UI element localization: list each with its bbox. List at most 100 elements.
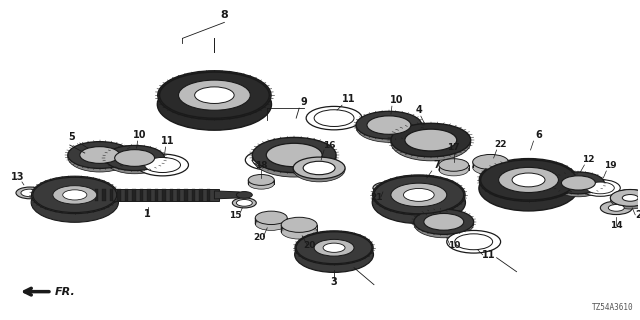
Ellipse shape (303, 161, 335, 175)
Ellipse shape (195, 87, 234, 103)
Text: 11: 11 (161, 136, 174, 146)
Text: 20: 20 (253, 233, 266, 242)
Bar (109, 189, 113, 201)
Bar (75, 189, 220, 201)
Ellipse shape (479, 166, 578, 211)
Ellipse shape (391, 124, 470, 161)
Bar (125, 189, 128, 201)
Bar (95, 189, 98, 201)
Ellipse shape (159, 72, 269, 118)
Ellipse shape (157, 79, 271, 130)
Ellipse shape (403, 188, 434, 201)
Bar (140, 189, 143, 201)
Ellipse shape (179, 80, 250, 110)
Ellipse shape (281, 224, 317, 239)
Text: 1: 1 (144, 209, 151, 219)
Ellipse shape (372, 181, 465, 224)
Ellipse shape (294, 236, 374, 272)
Bar (170, 189, 173, 201)
Ellipse shape (499, 167, 559, 193)
Ellipse shape (391, 123, 470, 157)
Ellipse shape (306, 106, 362, 130)
Ellipse shape (608, 204, 624, 211)
Text: 18: 18 (255, 161, 268, 170)
Ellipse shape (248, 178, 274, 189)
Bar (87, 189, 91, 201)
Text: 14: 14 (610, 221, 623, 230)
Ellipse shape (512, 173, 545, 187)
Ellipse shape (580, 180, 620, 196)
Ellipse shape (145, 157, 180, 172)
Ellipse shape (31, 183, 118, 222)
Ellipse shape (374, 176, 464, 214)
Ellipse shape (232, 198, 256, 208)
Ellipse shape (248, 174, 274, 185)
Ellipse shape (552, 172, 604, 197)
Ellipse shape (255, 217, 287, 230)
Ellipse shape (479, 159, 578, 201)
Text: 3: 3 (331, 277, 337, 287)
Bar (155, 189, 158, 201)
Text: 10: 10 (133, 130, 147, 140)
Ellipse shape (439, 159, 468, 171)
Text: 13: 13 (12, 172, 25, 182)
Bar (200, 189, 203, 201)
Text: 5: 5 (68, 132, 75, 142)
Ellipse shape (158, 71, 271, 120)
Text: TZ54A3610: TZ54A3610 (591, 303, 633, 312)
Text: 19: 19 (604, 161, 616, 170)
Ellipse shape (115, 150, 155, 166)
Ellipse shape (80, 147, 120, 164)
Ellipse shape (405, 129, 457, 151)
Bar (162, 189, 166, 201)
Ellipse shape (236, 192, 252, 198)
Ellipse shape (236, 200, 252, 206)
Text: 11: 11 (342, 94, 356, 104)
Ellipse shape (314, 239, 354, 256)
Ellipse shape (367, 116, 411, 134)
Ellipse shape (31, 176, 118, 214)
Text: 12: 12 (582, 155, 595, 164)
Ellipse shape (252, 137, 336, 172)
Bar (102, 189, 106, 201)
Ellipse shape (611, 189, 640, 206)
Ellipse shape (356, 111, 422, 139)
Ellipse shape (255, 211, 287, 225)
Text: 10: 10 (447, 241, 460, 250)
Ellipse shape (455, 234, 493, 250)
Text: 11: 11 (482, 250, 495, 260)
Ellipse shape (561, 176, 595, 190)
Polygon shape (214, 191, 239, 199)
Bar (80, 189, 83, 201)
Text: 7: 7 (433, 160, 440, 170)
Ellipse shape (105, 146, 164, 174)
Text: 15: 15 (229, 211, 241, 220)
Text: 22: 22 (494, 140, 507, 149)
Ellipse shape (252, 139, 336, 177)
Ellipse shape (378, 184, 396, 192)
Bar (132, 189, 136, 201)
Ellipse shape (447, 230, 500, 253)
Ellipse shape (245, 150, 293, 170)
Ellipse shape (414, 210, 474, 238)
Ellipse shape (68, 142, 132, 168)
Ellipse shape (414, 209, 474, 234)
Text: 10: 10 (390, 95, 404, 105)
Ellipse shape (16, 187, 44, 199)
Ellipse shape (293, 157, 345, 179)
Bar (147, 189, 150, 201)
Ellipse shape (372, 175, 465, 215)
Ellipse shape (33, 177, 116, 212)
Text: FR.: FR. (55, 287, 76, 297)
Bar (177, 189, 180, 201)
Ellipse shape (266, 143, 322, 167)
Ellipse shape (439, 163, 468, 176)
Ellipse shape (391, 183, 447, 207)
Text: 16: 16 (323, 141, 335, 150)
Text: 21: 21 (371, 193, 383, 202)
Ellipse shape (252, 153, 286, 167)
Ellipse shape (323, 243, 345, 252)
Ellipse shape (586, 182, 614, 194)
Bar (207, 189, 211, 201)
Bar (117, 189, 121, 201)
